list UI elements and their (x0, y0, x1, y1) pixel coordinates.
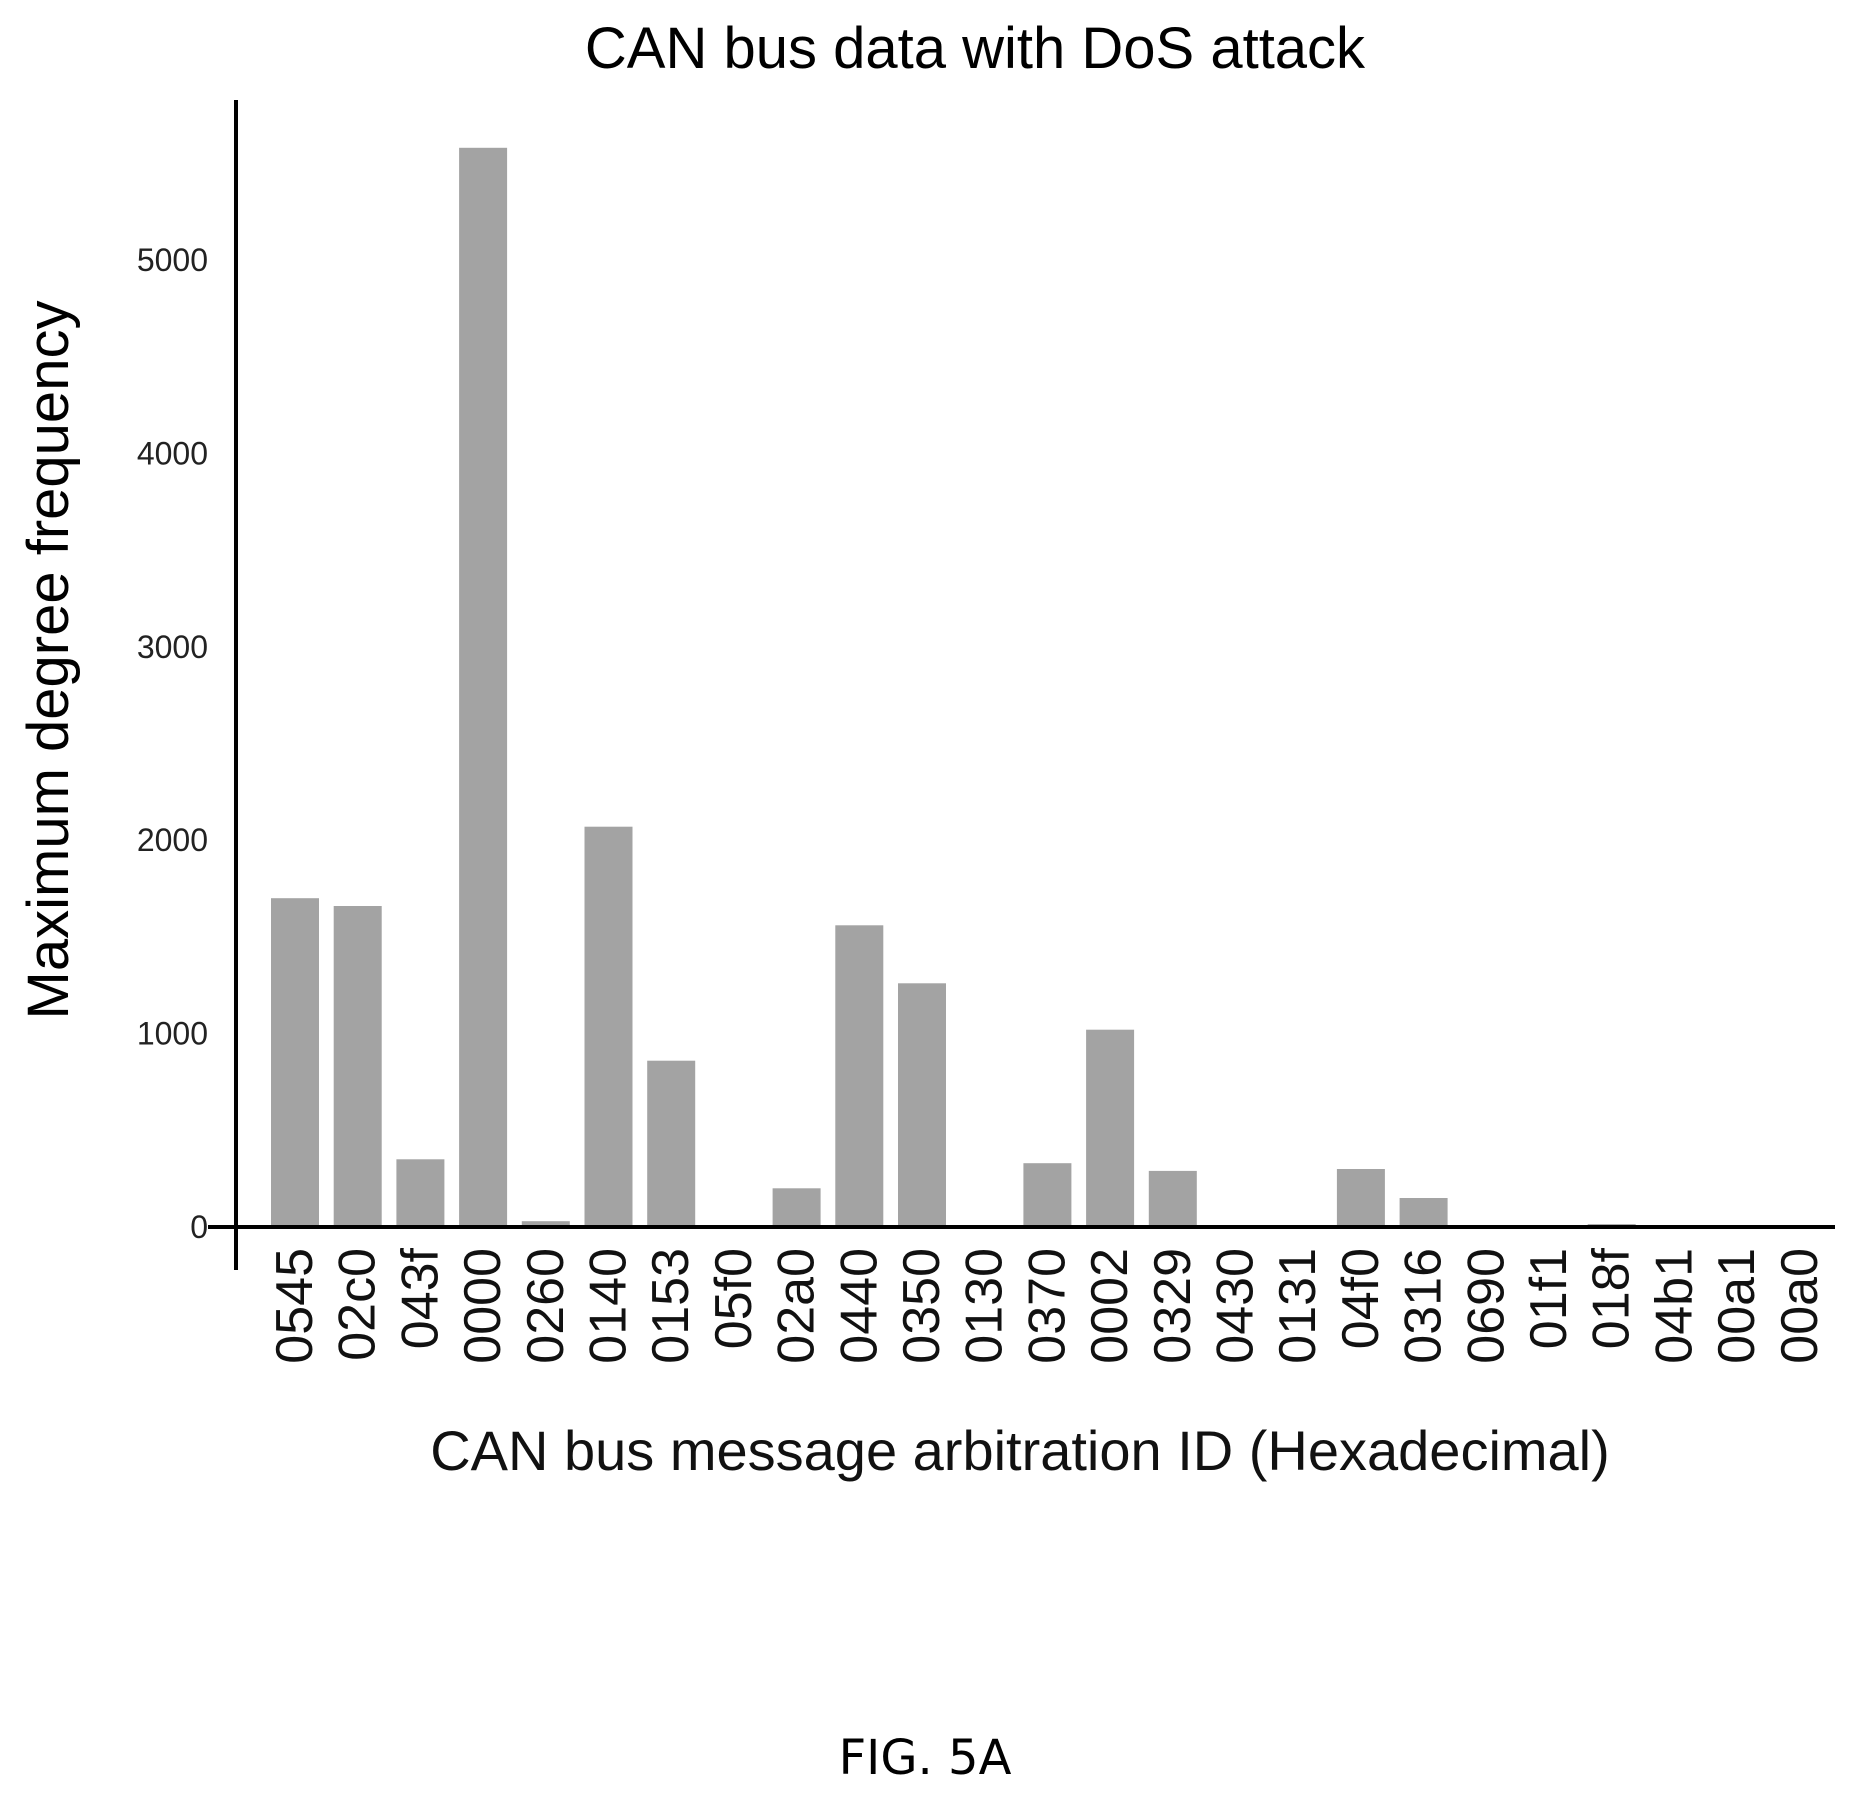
x-tick-label: 01f1 (1520, 1248, 1578, 1349)
x-tick-label: 0000 (454, 1248, 512, 1364)
x-tick-label: 04b1 (1645, 1248, 1703, 1364)
bars-group (271, 147, 1636, 1227)
x-tick-label: 043f (391, 1247, 449, 1349)
x-tick-label: 0131 (1269, 1248, 1327, 1364)
x-tick-label: 0370 (1018, 1248, 1076, 1364)
x-axis-ticks: 0545 02c0 043f 0000 0260 0140 0153 05f0 02a0 0440… (266, 1247, 1829, 1363)
x-tick-label: 0130 (956, 1248, 1014, 1364)
bar-0140 (584, 826, 633, 1227)
bar-0440 (835, 925, 884, 1227)
x-tick-label: 0153 (642, 1248, 700, 1364)
bar-04f0 (1336, 1169, 1385, 1227)
x-tick-label: 05f0 (705, 1248, 763, 1349)
bar-0316 (1399, 1198, 1448, 1227)
y-tick-label: 4000 (137, 435, 208, 471)
x-tick-label: 018f (1583, 1247, 1641, 1349)
x-tick-label: 02a0 (768, 1248, 826, 1364)
x-tick-label: 0430 (1207, 1248, 1265, 1364)
y-tick-label: 2000 (137, 822, 208, 858)
x-tick-label: 0260 (517, 1248, 575, 1364)
bar-0329 (1148, 1170, 1197, 1227)
x-tick-label: 0140 (580, 1248, 638, 1364)
bar-02a0 (772, 1188, 821, 1227)
figure-caption: FIG. 5A (838, 1730, 1012, 1786)
y-tick-label: 3000 (137, 629, 208, 665)
bar-0260 (521, 1221, 570, 1227)
bar-0350 (898, 983, 946, 1227)
y-tick-label: 5000 (137, 242, 208, 278)
x-tick-label: 04f0 (1332, 1248, 1390, 1349)
x-tick-label: 0316 (1395, 1248, 1453, 1364)
y-axis-ticks: 0 1000 2000 3000 4000 5000 (137, 242, 208, 1245)
x-tick-label: 0690 (1457, 1248, 1515, 1364)
bar-02c0 (333, 906, 382, 1227)
y-tick-label: 0 (190, 1209, 208, 1245)
bar-0370 (1023, 1163, 1072, 1227)
x-tick-label: 00a1 (1708, 1248, 1766, 1364)
x-tick-label: 00a0 (1771, 1248, 1829, 1364)
bar-0000 (459, 147, 508, 1227)
y-axis-title: Maximum degree frequency (16, 301, 81, 1020)
x-axis-title: CAN bus message arbitration ID (Hexadeci… (430, 1419, 1610, 1482)
bar-0545 (271, 898, 319, 1227)
bar-043f (396, 1159, 445, 1227)
bar-0002 (1086, 1029, 1135, 1227)
chart-title: CAN bus data with DoS attack (585, 16, 1366, 81)
x-tick-label: 0545 (266, 1248, 324, 1364)
bar-0153 (647, 1060, 696, 1227)
x-tick-label: 0002 (1081, 1248, 1139, 1364)
x-tick-label: 0440 (830, 1248, 888, 1364)
x-tick-label: 0329 (1144, 1248, 1202, 1364)
y-tick-label: 1000 (137, 1016, 208, 1052)
x-tick-label: 02c0 (329, 1248, 387, 1361)
x-tick-label: 0350 (893, 1248, 951, 1364)
